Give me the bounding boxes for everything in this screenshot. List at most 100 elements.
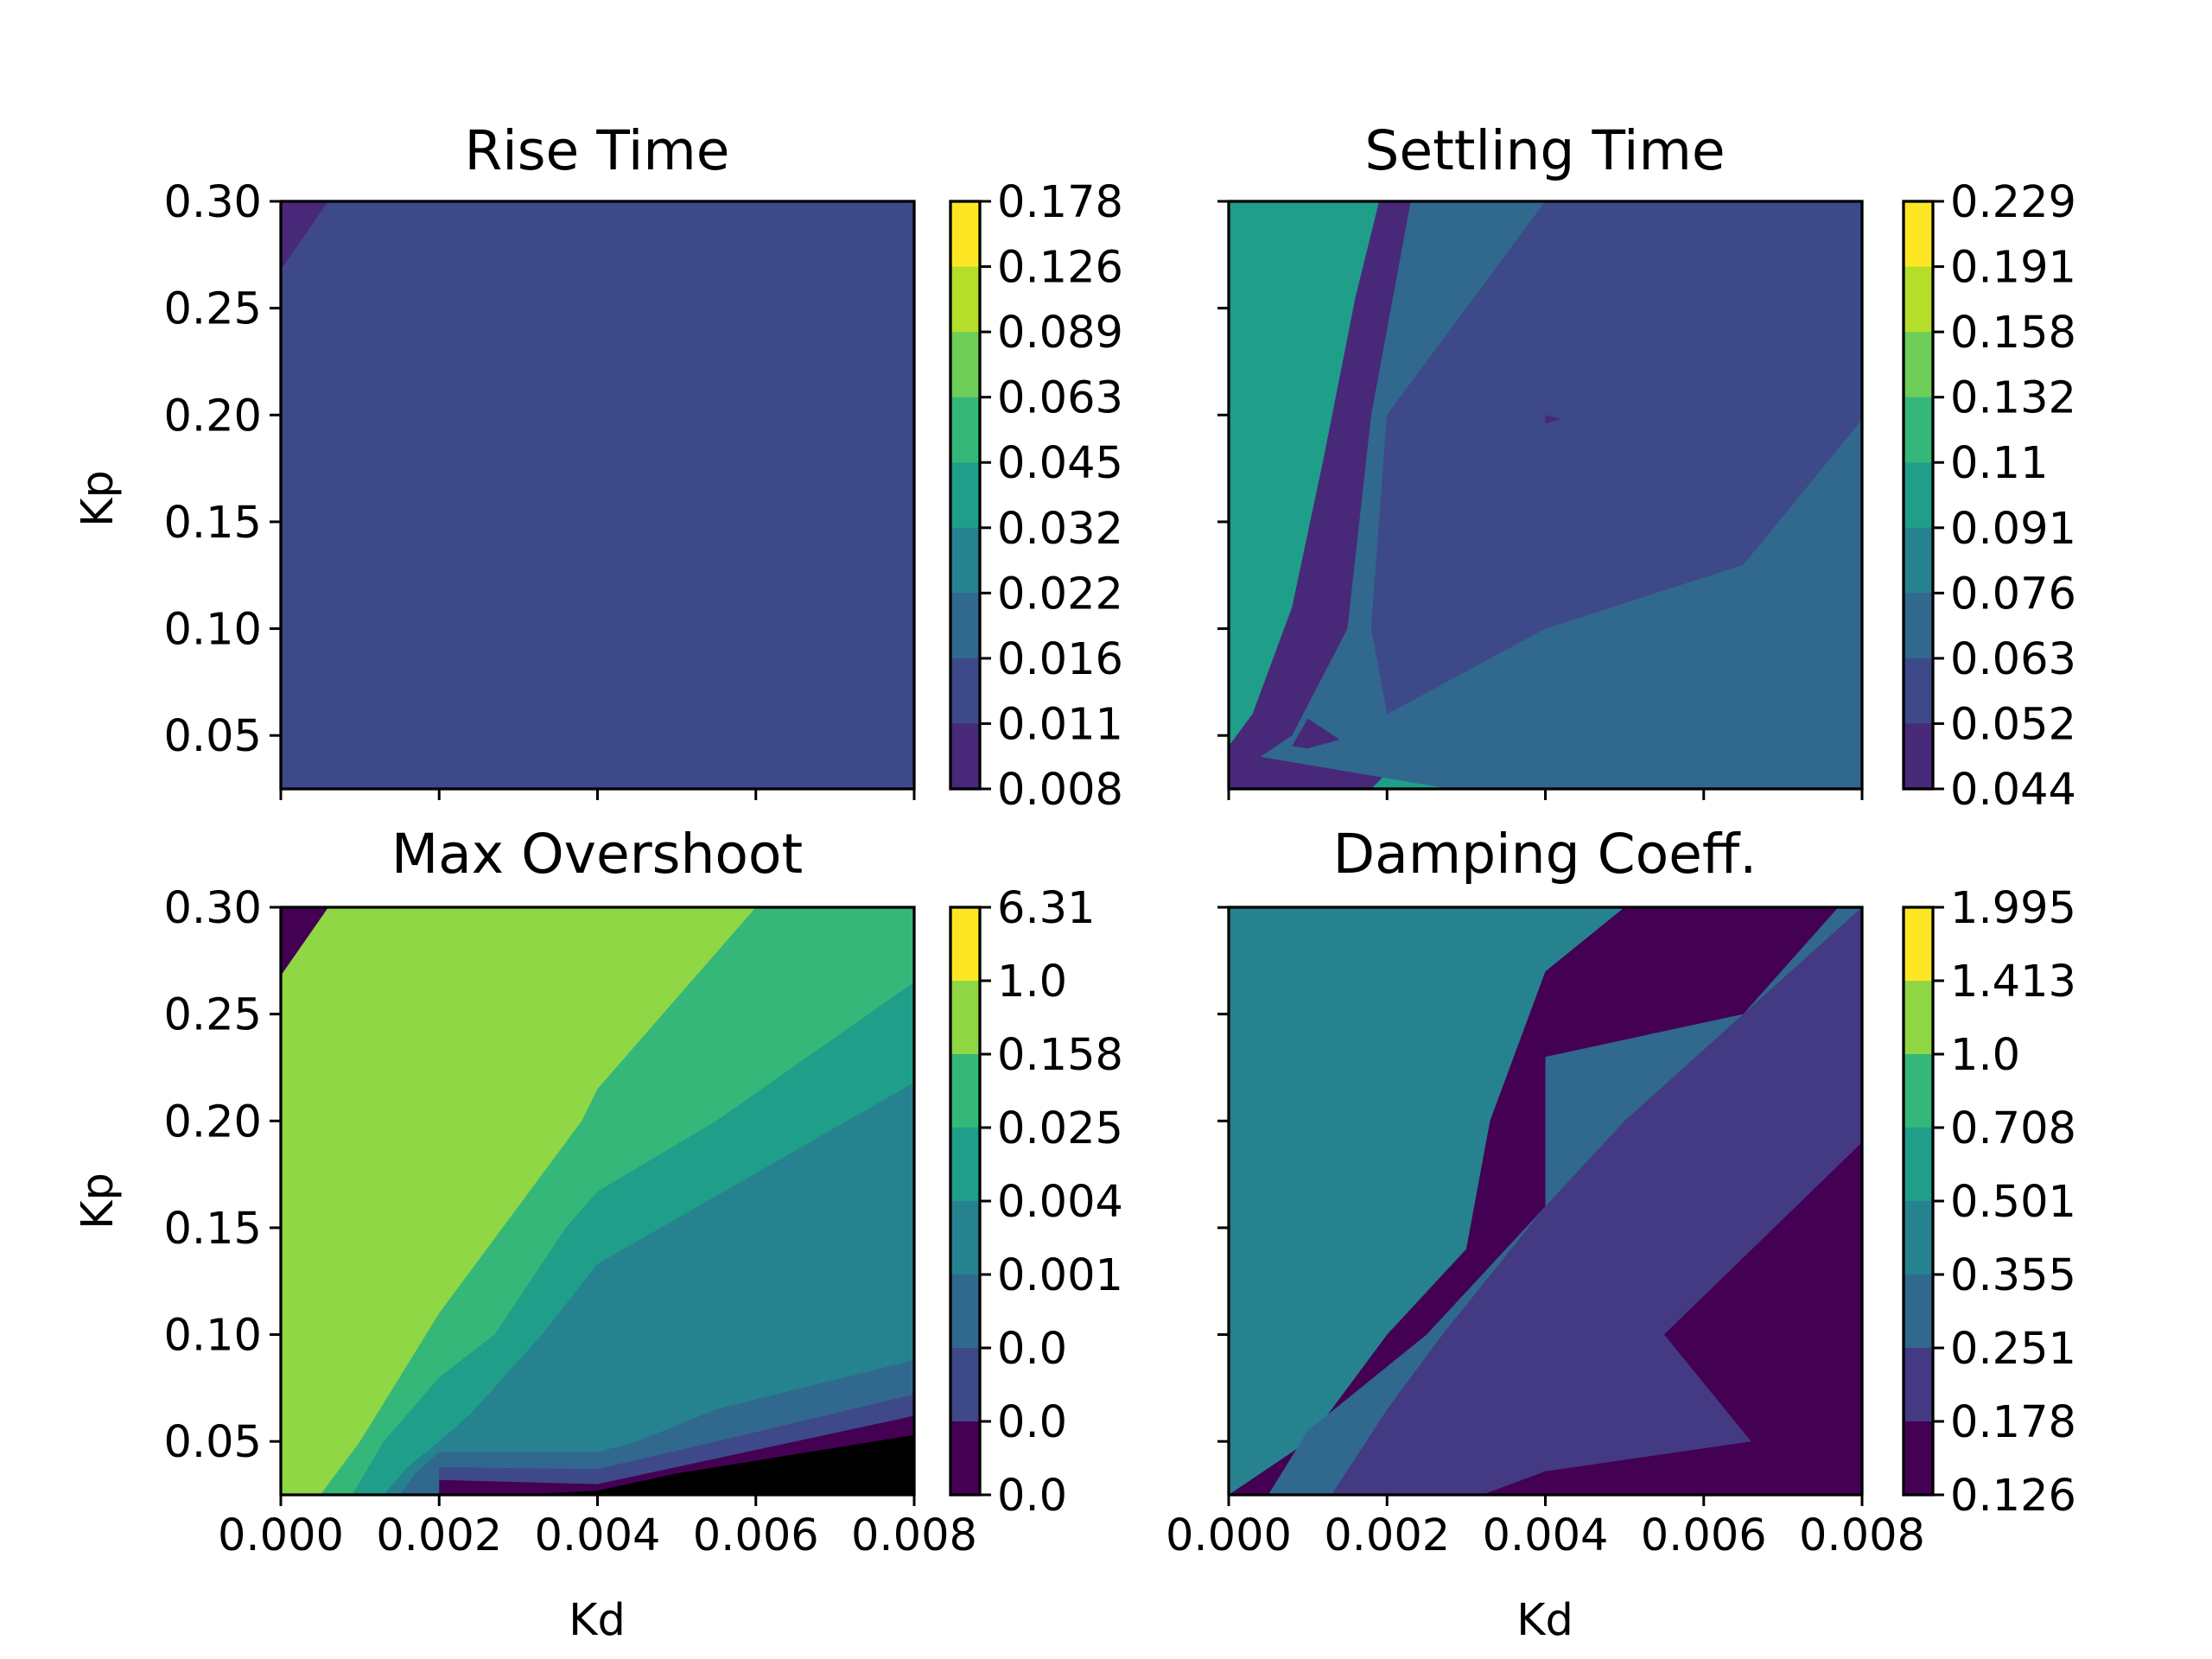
rise-time-colorbar: 0.178 0.126 0.089 0.063 0.045 0.032 0.022 0.016…	[949, 177, 1123, 816]
damping-coeff-colorbar-segment	[1904, 1421, 1933, 1496]
rise-time-y-tick-label: 0.10	[163, 605, 262, 656]
rise-time-colorbar-label: 0.089	[997, 308, 1123, 359]
settling-time-contour-fill	[1229, 201, 1862, 789]
damping-coeff-contour-band	[1229, 907, 1625, 1495]
max-overshoot-colorbar-segment	[950, 1054, 980, 1128]
damping-coeff-x-tick-label: 0.002	[1324, 1510, 1450, 1561]
max-overshoot-x-tick-label: 0.006	[693, 1510, 819, 1561]
damping-coeff-colorbar-segment	[1904, 1274, 1933, 1349]
max-overshoot-colorbar-label: 6.31	[997, 883, 1096, 934]
contour-panel-settling-time: 0.229 0.191 0.158 0.132 0.11 0.091 0.076 0.063 0…	[1217, 119, 2076, 816]
rise-time-colorbar-label: 0.008	[997, 765, 1123, 816]
settling-time-colorbar-label: 0.076	[1950, 569, 2076, 620]
max-overshoot-colorbar-segment	[950, 981, 980, 1055]
contour-panel-max-overshoot: 0.30 0.25 0.20 0.15 0.10 0.05 0.000 0.002 0.004 0…	[73, 823, 1123, 1646]
settling-time-colorbar-frame	[1902, 200, 1935, 791]
settling-time-colorbar-segment	[1904, 593, 1933, 659]
max-overshoot-colorbar-segment	[950, 1348, 980, 1422]
max-overshoot-colorbar-segment	[950, 1421, 980, 1496]
rise-time-colorbar-label: 0.011	[997, 699, 1123, 750]
rise-time-colorbar-segment	[950, 723, 980, 790]
settling-time-contour-band	[1229, 201, 1380, 789]
contour-panel-damping-coeff: 0.000 0.002 0.004 0.006 0.008 1.995 1.413 1.0 0.…	[1166, 823, 2076, 1646]
damping-coeff-colorbar-label: 0.126	[1950, 1471, 2076, 1522]
max-overshoot-y-tick-label: 0.20	[163, 1096, 262, 1147]
contour-panel-rise-time: 0.300.250.200.150.100.050.1780.1260.0890…	[73, 119, 1123, 816]
rise-time-colorbar-segment	[950, 527, 980, 594]
max-overshoot-x-tick-label: 0.004	[534, 1510, 660, 1561]
max-overshoot-colorbar-segment	[950, 907, 980, 982]
settling-time-colorbar-label: 0.158	[1950, 308, 2076, 359]
rise-time-y-tick-label: 0.30	[163, 177, 262, 228]
max-overshoot-colorbar-segment	[950, 1201, 980, 1275]
rise-time-colorbar-segment	[950, 593, 980, 659]
damping-coeff-contour-band	[1482, 1142, 1862, 1495]
damping-coeff-contour-fill	[1229, 907, 1862, 1495]
max-overshoot-title: Max Overshoot	[391, 823, 803, 886]
max-overshoot-y-tick-label: 0.15	[163, 1204, 262, 1255]
rise-time-colorbar-segment	[950, 462, 980, 529]
damping-coeff-colorbar-label: 0.501	[1950, 1177, 2076, 1228]
damping-coeff-x-tick-label: 0.006	[1641, 1510, 1767, 1561]
settling-time-contour-band	[1370, 201, 1862, 715]
rise-time-colorbar-segment	[950, 658, 980, 724]
settling-time-colorbar-segment	[1904, 658, 1933, 724]
settling-time-colorbar-label: 0.063	[1950, 634, 2076, 685]
max-overshoot-colorbar: 6.31 1.0 0.158 0.025 0.004 0.001 0.0 0.0 0.0	[949, 883, 1123, 1522]
settling-time-colorbar-segment	[1904, 723, 1933, 790]
rise-time-colorbar-segment	[950, 201, 980, 268]
damping-coeff-colorbar-label: 0.178	[1950, 1397, 2076, 1448]
rise-time-colorbar-segment	[950, 332, 980, 398]
settling-time-plot-area: 0.229 0.191 0.158 0.132 0.11 0.091 0.076 0.063 0…	[1217, 177, 2076, 816]
rise-time-contour-band	[281, 201, 914, 789]
rise-time-colorbar-label: 0.063	[997, 373, 1123, 424]
damping-coeff-colorbar-segment	[1904, 907, 1933, 982]
settling-time-contour-band	[1545, 415, 1561, 424]
damping-coeff-x-tick-label: 0.000	[1166, 1510, 1292, 1561]
max-overshoot-x-axis-label: Kd	[569, 1595, 626, 1646]
max-overshoot-colorbar-label: 0.0	[997, 1397, 1067, 1448]
damping-coeff-title: Damping Coeff.	[1333, 823, 1758, 886]
max-overshoot-x-tick-label: 0.008	[851, 1510, 977, 1561]
rise-time-y-tick-label: 0.25	[163, 284, 262, 335]
settling-time-colorbar-segment	[1904, 527, 1933, 594]
max-overshoot-plot-area: 0.30 0.25 0.20 0.15 0.10 0.05 0.000 0.002 0.004 0…	[163, 883, 1123, 1561]
settling-time-title: Settling Time	[1364, 119, 1725, 182]
damping-coeff-x-tick-label: 0.008	[1799, 1510, 1925, 1561]
damping-coeff-colorbar-label: 1.995	[1950, 883, 2076, 934]
rise-time-colorbar-label: 0.032	[997, 504, 1123, 555]
max-overshoot-colorbar-label: 1.0	[997, 957, 1067, 1007]
max-overshoot-y-tick-label: 0.05	[163, 1417, 262, 1468]
max-overshoot-colorbar-label: 0.0	[997, 1471, 1067, 1522]
settling-time-colorbar-label: 0.052	[1950, 699, 2076, 750]
damping-coeff-colorbar-segment	[1904, 1054, 1933, 1128]
settling-time-colorbar: 0.229 0.191 0.158 0.132 0.11 0.091 0.076 0.063 0…	[1902, 177, 2076, 816]
max-overshoot-contour-band	[384, 1082, 914, 1495]
damping-coeff-colorbar-label: 0.251	[1950, 1324, 2076, 1375]
damping-coeff-colorbar-segment	[1904, 1128, 1933, 1202]
max-overshoot-x-tick-label: 0.000	[218, 1510, 344, 1561]
settling-time-colorbar-label: 0.229	[1950, 177, 2076, 228]
rise-time-y-axis-label: Kp	[73, 470, 124, 527]
max-overshoot-colorbar-segment	[950, 1128, 980, 1202]
max-overshoot-y-axis-label: Kp	[73, 1173, 124, 1230]
settling-time-colorbar-segment	[1904, 332, 1933, 398]
rise-time-colorbar-label: 0.016	[997, 634, 1123, 685]
settling-time-colorbar-segment	[1904, 201, 1933, 268]
damping-coeff-colorbar-label: 0.708	[1950, 1103, 2076, 1154]
damping-coeff-plot-area: 0.000 0.002 0.004 0.006 0.008 1.995 1.413 1.0 0.…	[1166, 883, 2076, 1561]
settling-time-contour-band	[1260, 201, 1862, 789]
damping-coeff-colorbar-segment	[1904, 1348, 1933, 1422]
settling-time-colorbar-label: 0.191	[1950, 243, 2076, 294]
damping-coeff-x-tick-label: 0.004	[1482, 1510, 1608, 1561]
rise-time-title: Rise Time	[464, 119, 729, 182]
settling-time-colorbar-label: 0.091	[1950, 504, 2076, 555]
damping-coeff-colorbar-label: 1.413	[1950, 957, 2076, 1007]
settling-time-colorbar-segment	[1904, 397, 1933, 463]
settling-time-colorbar-label: 0.132	[1950, 373, 2076, 424]
max-overshoot-colorbar-label: 0.0	[997, 1324, 1067, 1375]
rise-time-y-tick-label: 0.05	[163, 711, 262, 762]
max-overshoot-colorbar-label: 0.158	[997, 1030, 1123, 1081]
settling-time-colorbar-segment	[1904, 266, 1933, 333]
